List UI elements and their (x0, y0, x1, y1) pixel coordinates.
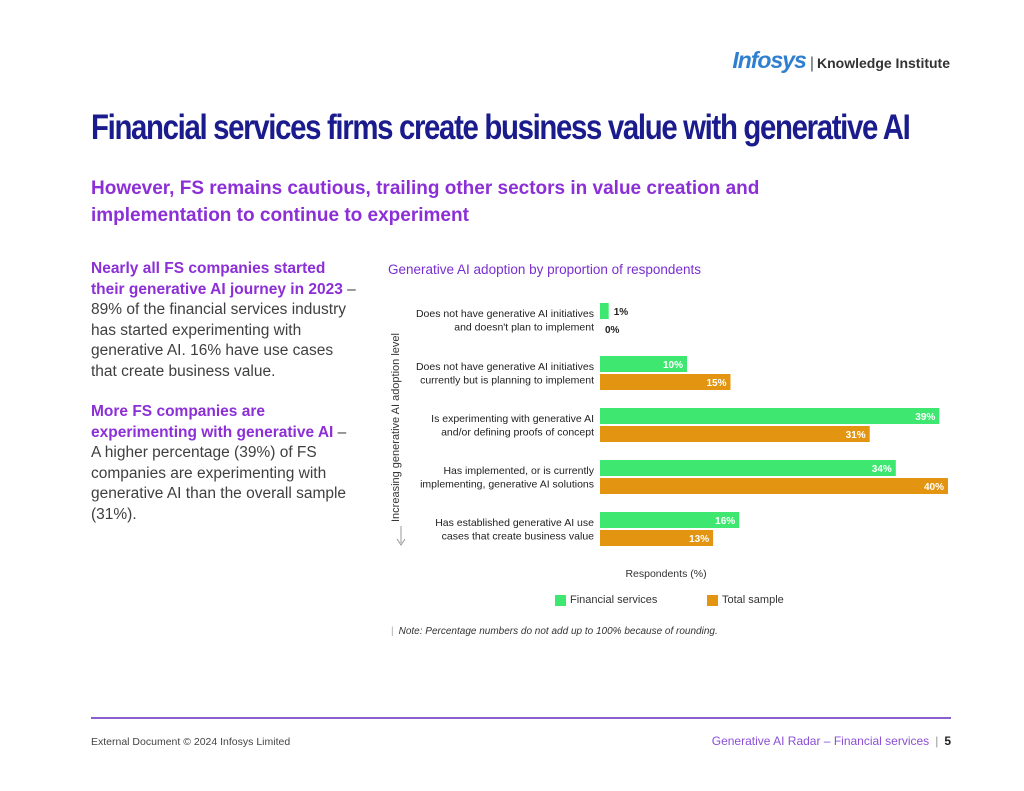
logo-brand: Infosys (732, 47, 807, 73)
data-label: 16% (715, 516, 735, 527)
data-label: 1% (614, 307, 629, 318)
x-axis-label: Respondents (%) (625, 568, 706, 580)
legend-label-total-sample: Total sample (722, 594, 784, 606)
category-label: Has established generative AI use (435, 517, 594, 529)
legend-financial-services: Financial services (555, 594, 657, 606)
data-label: 31% (846, 430, 866, 441)
legend-swatch-total-sample (707, 594, 718, 606)
chart-note: | Note: Percentage numbers do not add up … (391, 626, 718, 637)
legend-swatch-financial-services (555, 594, 566, 606)
data-label: 34% (872, 464, 892, 475)
bar-financial-services (600, 460, 896, 476)
infosys-logo: Infosys | Knowledge Institute (732, 47, 950, 74)
summary-paragraph-2: More FS companies are experimenting with… (91, 402, 356, 525)
summary-column: Nearly all FS companies started their ge… (91, 259, 356, 545)
category-label: Does not have generative AI initiatives (416, 308, 594, 320)
note-marker: | (391, 626, 394, 637)
category-label: cases that create business value (442, 531, 594, 543)
y-axis-arrow-head (396, 538, 406, 546)
category-label: Is experimenting with generative AI (431, 413, 594, 425)
note-text: Note: Percentage numbers do not add up t… (398, 626, 718, 637)
data-label: 39% (915, 412, 935, 423)
bar-total-sample (600, 530, 714, 546)
summary-paragraph-1: Nearly all FS companies started their ge… (91, 259, 356, 382)
page-title: Financial services firms create business… (91, 108, 911, 147)
footer-report-title: Generative AI Radar – Financial services (711, 734, 930, 748)
adoption-bar-chart: Increasing generative AI adoption level D… (390, 303, 948, 580)
bar-total-sample (600, 426, 870, 442)
legend-total-sample: Total sample (707, 594, 784, 606)
category-label: and doesn't plan to implement (454, 322, 594, 334)
category-label: Does not have generative AI initiatives (416, 361, 594, 373)
data-label: 10% (663, 360, 683, 371)
footer-separator: | (935, 734, 939, 748)
bar-financial-services (600, 408, 940, 424)
bar-financial-services (600, 303, 609, 319)
y-axis-label: Increasing generative AI adoption level (390, 333, 402, 522)
category-label: implementing, generative AI solutions (420, 479, 594, 491)
data-label: 13% (689, 534, 709, 545)
bar-financial-services (600, 512, 740, 528)
footer-copyright: External Document © 2024 Infosys Limited (91, 736, 291, 748)
page-number: 5 (944, 734, 951, 748)
category-label: currently but is planning to implement (420, 375, 594, 387)
bar-financial-services (600, 356, 687, 372)
legend-label-financial-services: Financial services (570, 594, 658, 606)
data-label: 15% (706, 378, 726, 389)
chart-title: Generative AI adoption by proportion of … (388, 262, 701, 277)
page-subtitle: However, FS remains cautious, trailing o… (91, 178, 760, 226)
category-label: Has implemented, or is currently (443, 465, 594, 477)
summary-text-2: – A higher percentage (39%) of FS compan… (91, 423, 347, 523)
bar-total-sample (600, 374, 731, 390)
bar-total-sample (600, 478, 948, 494)
summary-highlight-2: More FS companies are experimenting with… (91, 403, 334, 441)
logo-subtitle: Knowledge Institute (817, 55, 950, 71)
summary-text-1: – 89% of the financial services industry… (91, 280, 356, 380)
category-label: and/or defining proofs of concept (441, 427, 594, 439)
logo-separator: | (809, 55, 814, 72)
data-label: 0% (605, 325, 620, 336)
footer-divider (91, 717, 951, 719)
summary-highlight-1: Nearly all FS companies started their ge… (91, 260, 343, 298)
footer-report-label: Generative AI Radar – Financial services… (712, 734, 951, 748)
data-label: 40% (924, 482, 944, 493)
